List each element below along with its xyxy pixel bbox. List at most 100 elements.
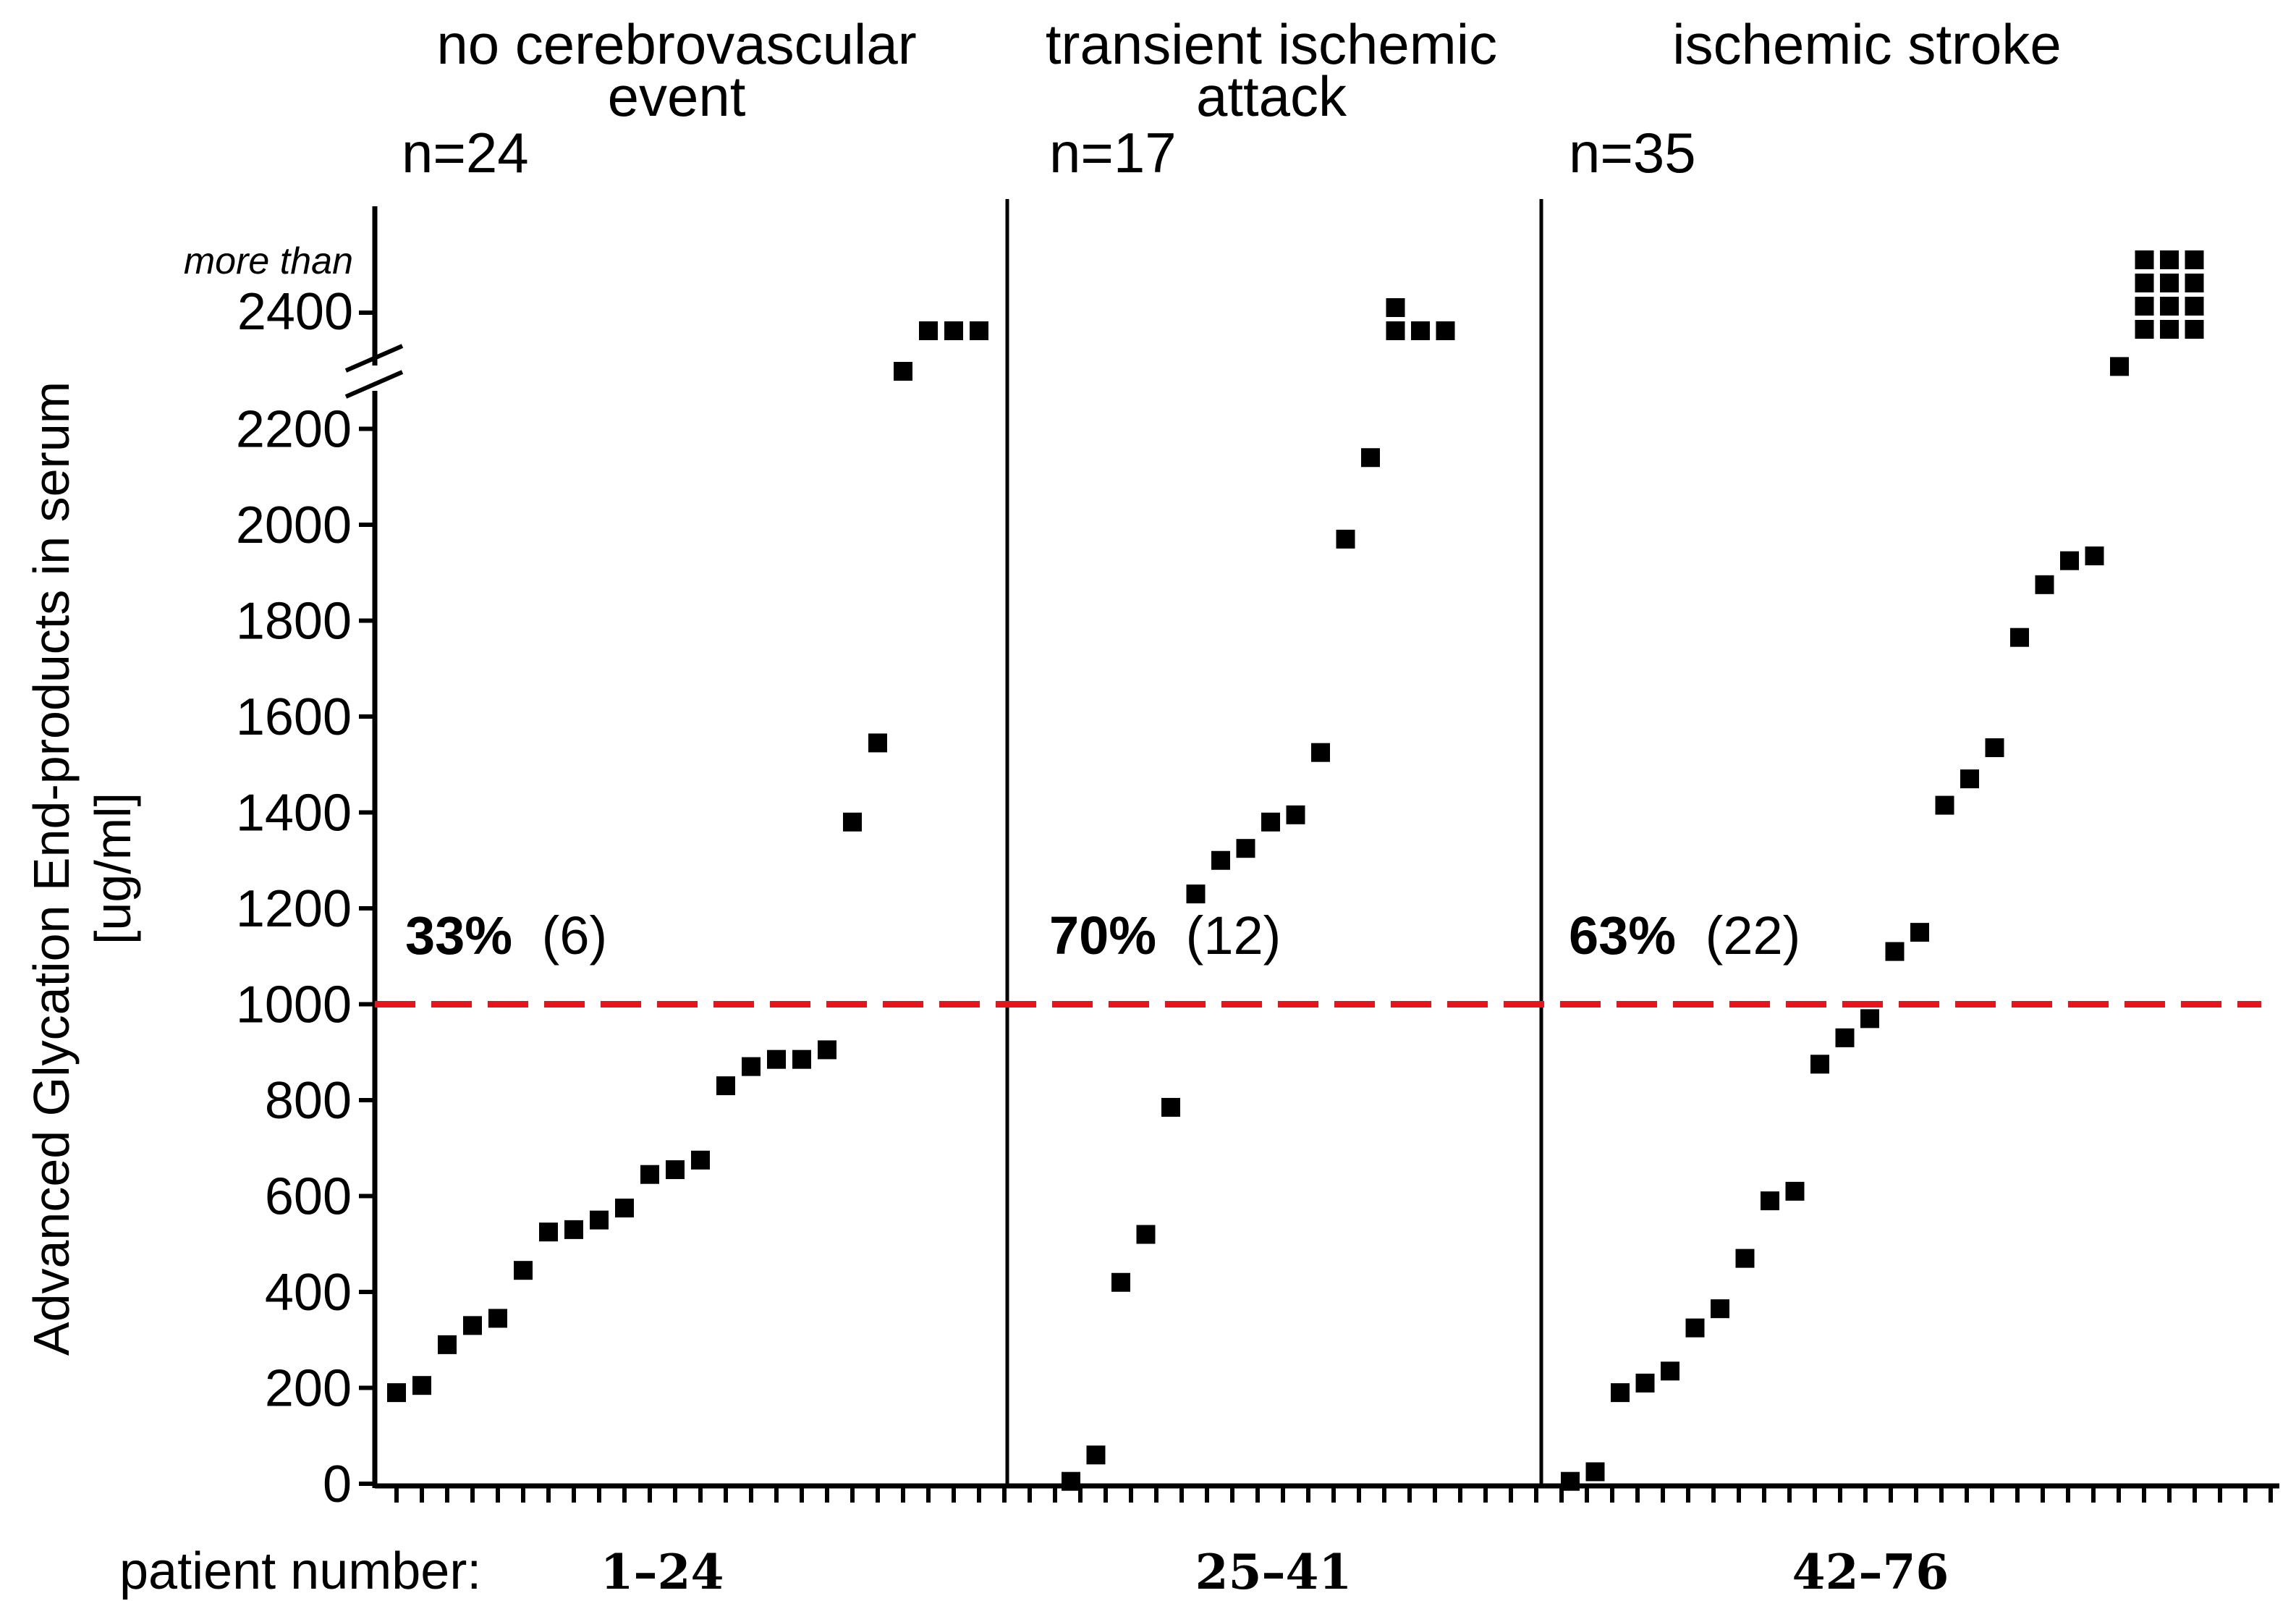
data-point	[463, 1316, 482, 1335]
y-tick-label: 800	[265, 1072, 352, 1130]
group-2-patient-range: 25–41	[1195, 1544, 1352, 1600]
data-point-capped	[2160, 320, 2179, 339]
data-point	[438, 1335, 457, 1354]
group-3-n-label: n=35	[1569, 121, 1696, 185]
data-point	[1211, 850, 1230, 870]
group-3-patient-range: 42–76	[1792, 1544, 1949, 1600]
data-point-capped	[2185, 297, 2204, 316]
group-3-percent-value: 63%	[1569, 905, 1676, 966]
y-axis-break-mark	[344, 344, 404, 373]
data-point	[843, 812, 862, 832]
data-point	[1635, 1373, 1655, 1393]
y-tick-label: 1200	[236, 880, 352, 938]
data-point-capped	[2160, 274, 2179, 292]
data-point	[1885, 942, 1905, 961]
group-2-n-label: n=17	[1049, 121, 1177, 185]
data-point	[1960, 769, 1979, 789]
data-point	[590, 1210, 609, 1230]
y-tick-label: 1400	[236, 785, 352, 842]
data-point	[1711, 1299, 1729, 1319]
y-break-label: 2400	[237, 283, 353, 341]
data-point	[1111, 1272, 1130, 1292]
data-point	[1910, 923, 1929, 942]
y-tick-label: 2200	[236, 401, 352, 459]
data-point	[1935, 795, 1954, 815]
data-point	[691, 1150, 710, 1170]
group-1-title-line2: event	[608, 64, 746, 128]
y-tick-label: 1000	[236, 976, 352, 1034]
data-points	[387, 250, 2204, 1491]
data-point	[742, 1057, 761, 1076]
data-point	[1985, 738, 2004, 758]
data-point-capped	[1436, 321, 1455, 340]
group-1-percent: 33% (6)	[405, 905, 607, 966]
data-point-capped	[1411, 321, 1430, 340]
group-1-percent-value: 33%	[405, 905, 512, 966]
group-2-percent-count: (12)	[1186, 905, 1282, 966]
data-point	[514, 1261, 533, 1280]
group-1-title-line1: no cerebrovascular	[436, 12, 916, 76]
data-point	[1735, 1249, 1755, 1268]
group-2-percent: 70% (12)	[1049, 905, 1281, 966]
y-ticks: 0 200 400 600 800 1000 1200 1400 1600 1800 2000 220…	[236, 311, 375, 1513]
y-tick-label: 0	[323, 1456, 352, 1513]
y-tick-label: 200	[265, 1360, 352, 1418]
data-point	[539, 1222, 558, 1242]
x-axis-label: patient number:	[119, 1542, 481, 1600]
y-axis-unit: [ug/ml]	[85, 793, 141, 945]
group-1-percent-count: (6)	[542, 905, 607, 966]
group-2-percent-value: 70%	[1049, 905, 1156, 966]
data-point-capped	[1386, 298, 1405, 317]
data-point	[1785, 1181, 1805, 1201]
data-point	[1161, 1097, 1180, 1117]
group-3-percent-count: (22)	[1706, 905, 1801, 966]
y-axis-break-mark	[344, 370, 404, 399]
y-axis-title: Advanced Glycation End-products in serum	[23, 381, 80, 1356]
group-3-percent: 63% (22)	[1569, 905, 1800, 966]
data-point	[2060, 551, 2079, 570]
data-point	[1661, 1361, 1679, 1381]
group-1-n-label: n=24	[402, 121, 529, 185]
data-point	[1311, 743, 1330, 762]
y-tick-label: 2000	[236, 497, 352, 554]
data-point	[488, 1309, 507, 1328]
data-point	[640, 1165, 659, 1184]
data-point	[1761, 1191, 1779, 1211]
data-point-capped	[2160, 297, 2179, 316]
data-point	[564, 1220, 583, 1239]
data-point	[1860, 1009, 1879, 1028]
data-point	[2085, 546, 2104, 566]
data-point	[2010, 628, 2029, 647]
data-point	[792, 1049, 811, 1069]
data-point	[2035, 575, 2054, 594]
group-2-title-line1: transient ischemic	[1046, 12, 1497, 76]
data-point	[1336, 529, 1355, 549]
y-tick-label: 1600	[236, 688, 352, 746]
data-point	[1186, 884, 1206, 904]
data-point	[1261, 812, 1280, 832]
data-point	[1236, 839, 1255, 858]
data-point-capped	[2135, 297, 2154, 316]
y-tick-label: 600	[265, 1168, 352, 1226]
data-point-capped	[2185, 274, 2204, 292]
data-point	[1561, 1471, 1580, 1491]
data-point-capped	[2135, 274, 2154, 292]
data-point	[2110, 357, 2129, 376]
data-point	[412, 1376, 431, 1395]
data-point	[1062, 1471, 1080, 1491]
data-point	[1136, 1225, 1156, 1244]
y-tick-label: 400	[265, 1264, 352, 1322]
data-point	[1685, 1318, 1705, 1338]
data-point	[1585, 1462, 1605, 1482]
data-point	[666, 1160, 685, 1180]
data-point	[1361, 448, 1380, 468]
data-point-capped	[2160, 250, 2179, 269]
group-1-patient-range: 1–24	[601, 1544, 724, 1600]
data-point-capped	[2185, 320, 2204, 339]
data-point	[1835, 1028, 1855, 1047]
data-point	[387, 1383, 406, 1403]
data-point-capped	[2185, 250, 2204, 269]
data-point	[1810, 1055, 1829, 1074]
y-tick-label: 1800	[236, 593, 352, 651]
